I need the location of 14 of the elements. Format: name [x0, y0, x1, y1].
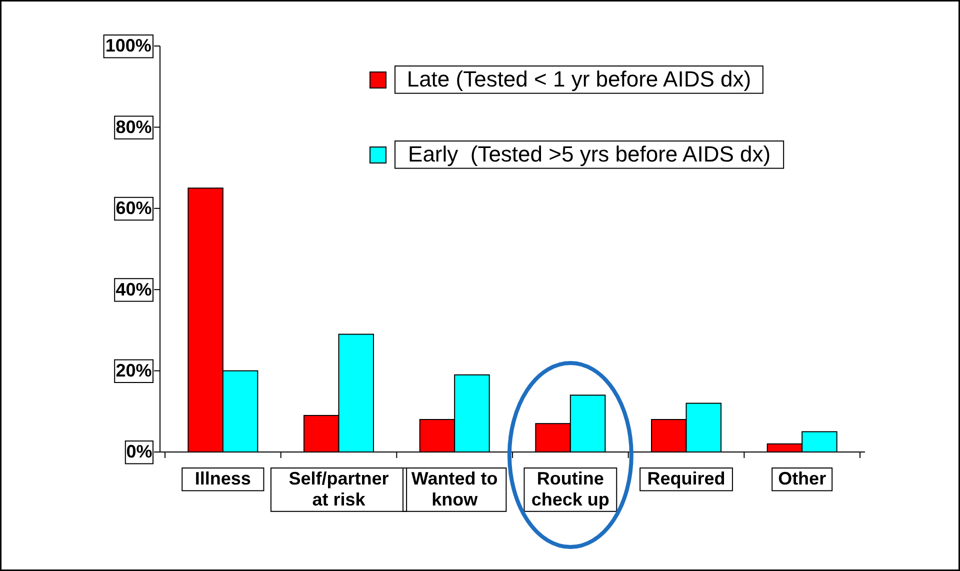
- x-tick-label: Self/partner at risk: [288, 468, 389, 510]
- x-tick-label: Required: [647, 468, 726, 489]
- legend-label: Late (Tested < 1 yr before AIDS dx): [406, 66, 752, 92]
- y-tick-label: 0%: [126, 442, 152, 462]
- x-tick-label: Other: [778, 468, 826, 489]
- x-tick-label: Routine check up: [531, 468, 610, 510]
- x-tick-label: Illness: [194, 468, 251, 489]
- y-tick-label: 20%: [116, 360, 152, 381]
- y-tick-label: 80%: [116, 116, 152, 137]
- y-tick-label: 60%: [116, 198, 152, 218]
- y-tick-label: 40%: [116, 279, 152, 300]
- x-tick-label: Wanted to know: [411, 468, 498, 510]
- legend-label: Early (Tested >5 yrs before AIDS dx): [408, 141, 771, 166]
- y-tick-label: 100%: [105, 36, 152, 56]
